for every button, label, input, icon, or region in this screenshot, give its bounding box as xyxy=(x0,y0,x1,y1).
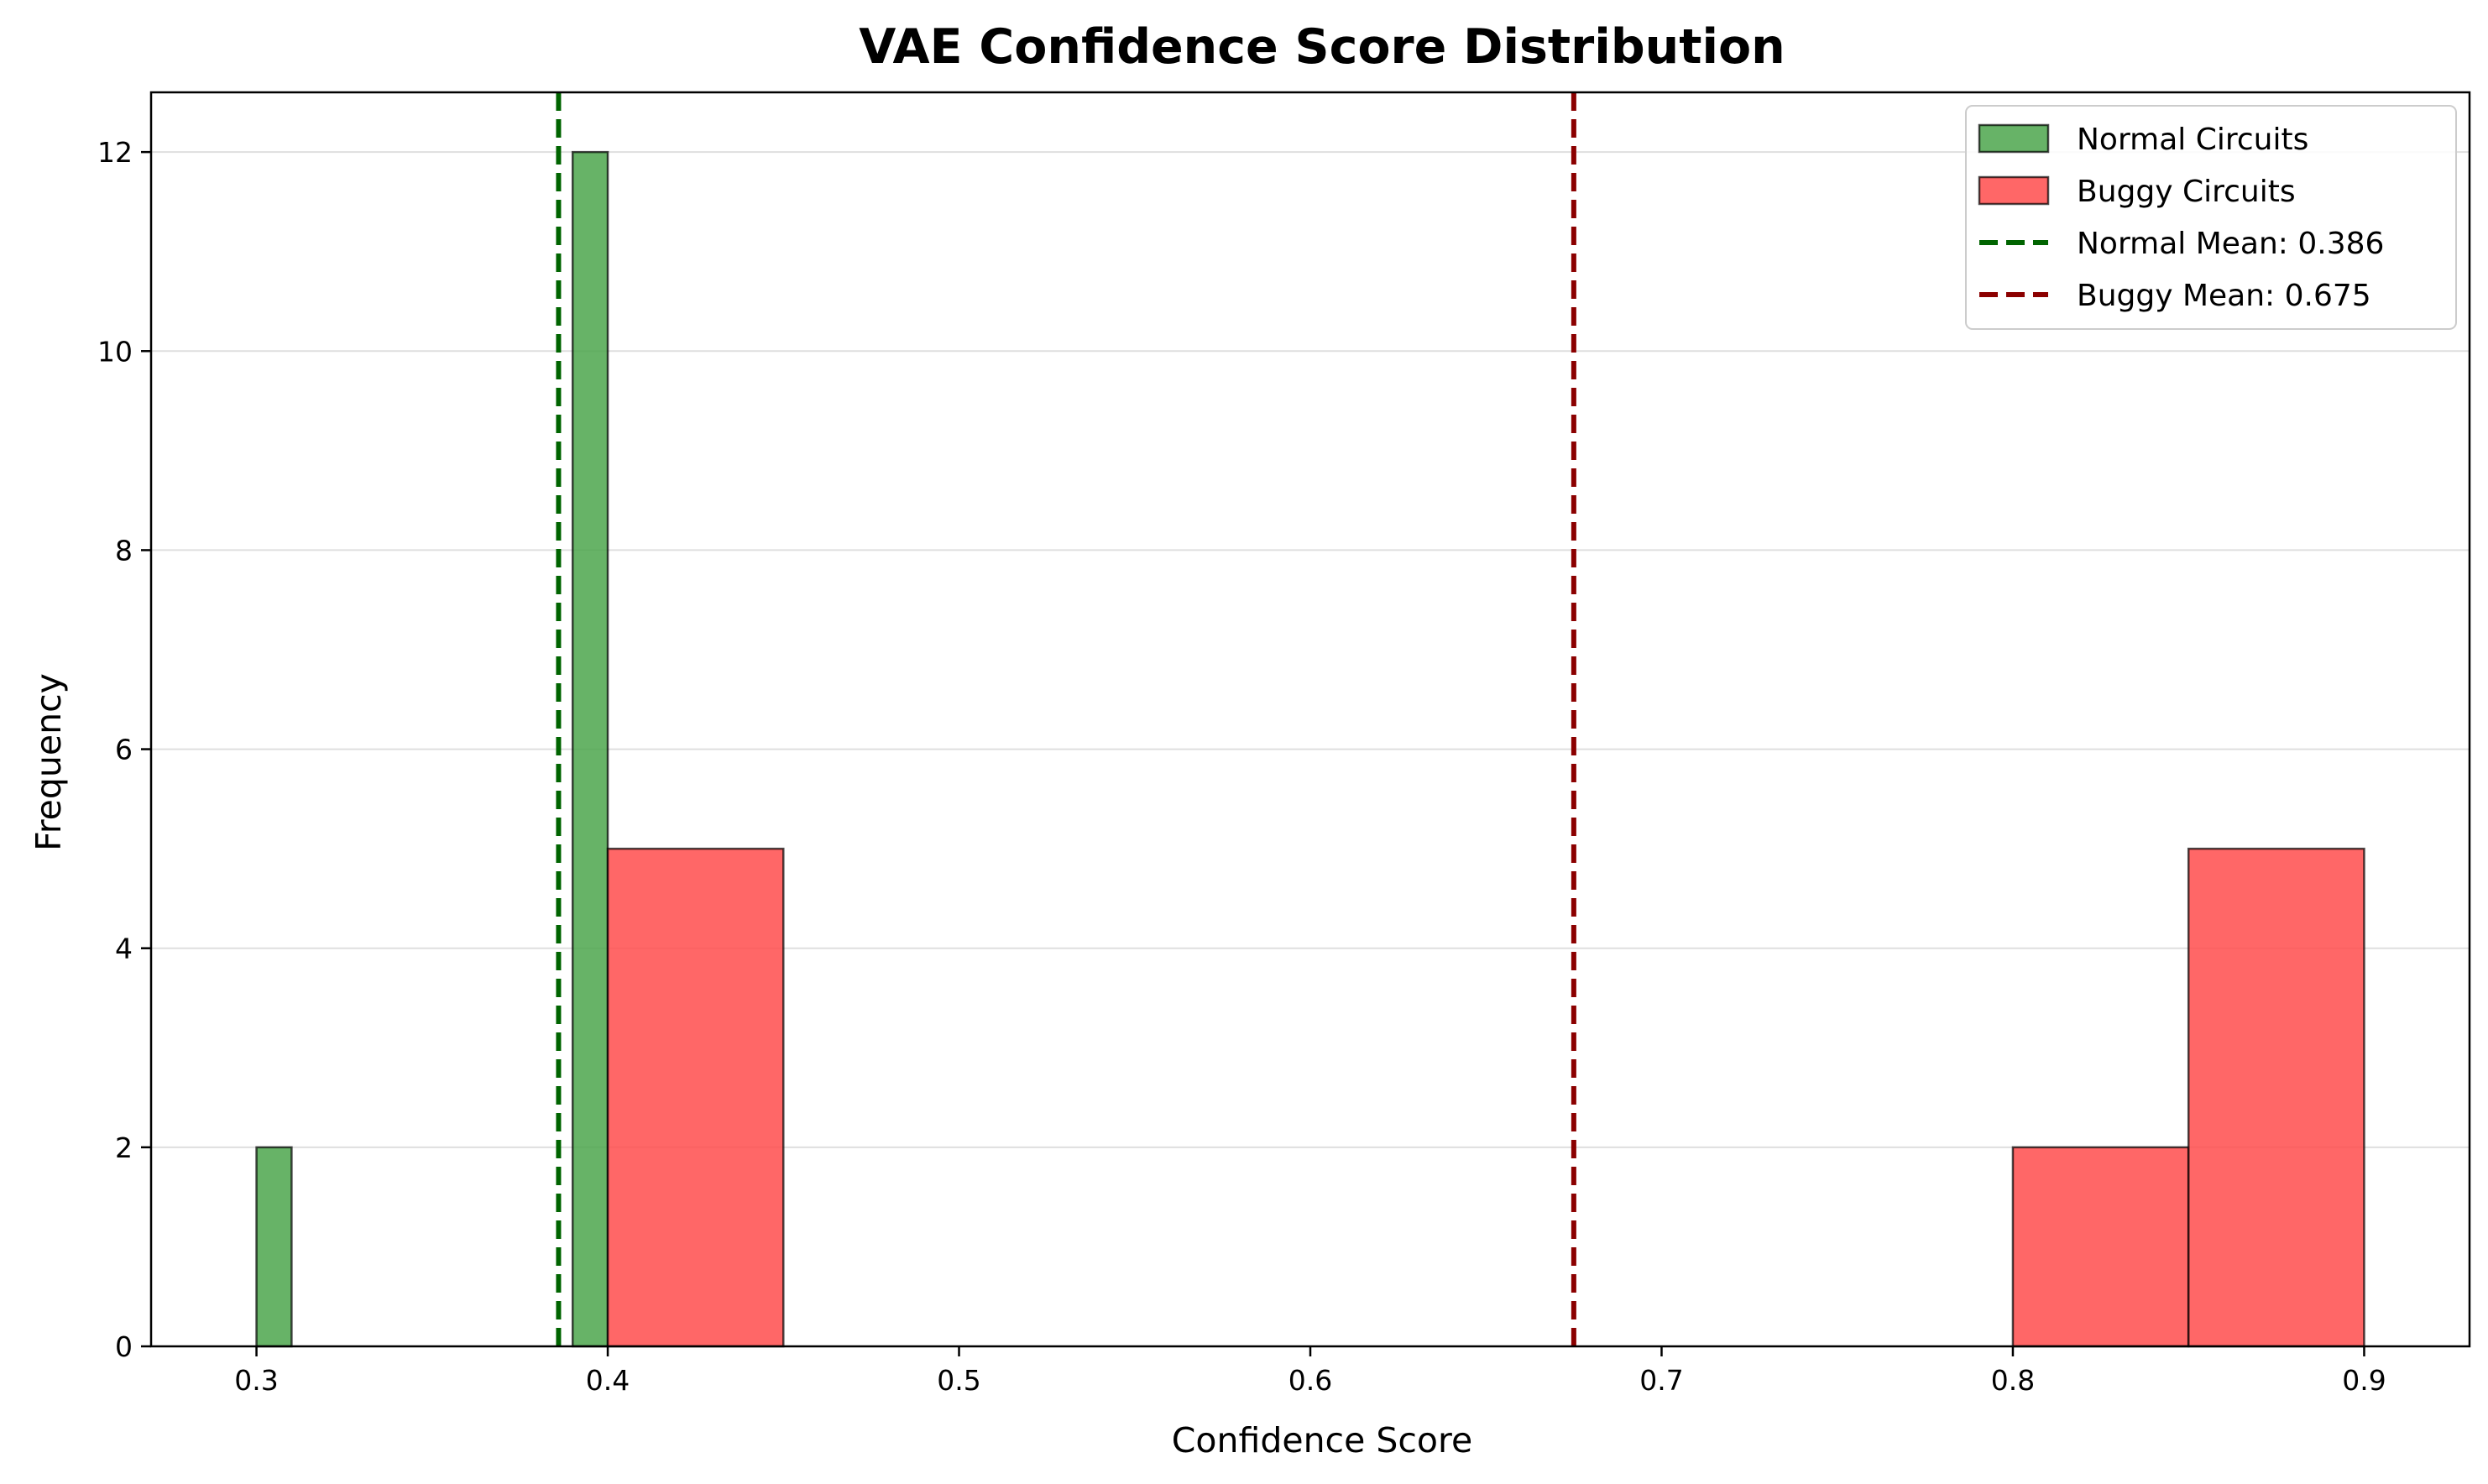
x-axis-label: Confidence Score xyxy=(1172,1420,1472,1460)
x-tick-label: 0.4 xyxy=(586,1364,630,1397)
normal-mean-legend-label: Normal Mean: 0.386 xyxy=(2077,227,2384,261)
y-tick-label: 6 xyxy=(115,734,133,766)
normal-circuits-bar xyxy=(255,1146,293,1348)
buggy-circuits-bar xyxy=(2011,1146,2190,1348)
buggy-mean-legend-label: Buggy Mean: 0.675 xyxy=(2077,279,2371,313)
buggy-circuits-legend-label: Buggy Circuits xyxy=(2077,175,2296,209)
normal-circuits-bar xyxy=(571,150,609,1348)
y-tick-label: 10 xyxy=(97,335,133,368)
x-tick-label: 0.3 xyxy=(234,1364,278,1397)
legend: Normal Circuits Buggy Circuits Normal Mean… xyxy=(1965,105,2457,330)
buggy-circuits-legend-swatch xyxy=(1978,175,2050,206)
bars-layer xyxy=(255,150,2365,1348)
x-axis-ticks: 0.3 0.4 0.5 0.6 0.7 0.8 0.9 xyxy=(234,1346,2386,1397)
buggy-circuits-bar xyxy=(606,847,785,1348)
y-tick-label: 2 xyxy=(115,1131,133,1164)
y-axis-ticks: 0 2 4 6 8 10 12 xyxy=(97,136,151,1363)
buggy-circuits-bar xyxy=(2187,847,2365,1348)
y-axis-label: Frequency xyxy=(29,673,69,851)
chart-title: VAE Confidence Score Distribution xyxy=(859,19,1785,75)
y-tick-label: 8 xyxy=(115,534,133,567)
legend-frame xyxy=(1965,105,2457,330)
x-tick-label: 0.6 xyxy=(1288,1364,1332,1397)
x-tick-label: 0.5 xyxy=(937,1364,980,1397)
x-tick-label: 0.9 xyxy=(2342,1364,2386,1397)
mean-lines-layer xyxy=(556,92,1576,1346)
y-tick-label: 4 xyxy=(115,933,133,965)
y-tick-label: 12 xyxy=(97,136,133,169)
normal-circuits-legend-swatch xyxy=(1978,123,2050,154)
normal-circuits-legend-label: Normal Circuits xyxy=(2077,123,2308,157)
y-tick-label: 0 xyxy=(115,1330,133,1363)
x-tick-label: 0.8 xyxy=(1991,1364,2035,1397)
x-tick-label: 0.7 xyxy=(1639,1364,1683,1397)
